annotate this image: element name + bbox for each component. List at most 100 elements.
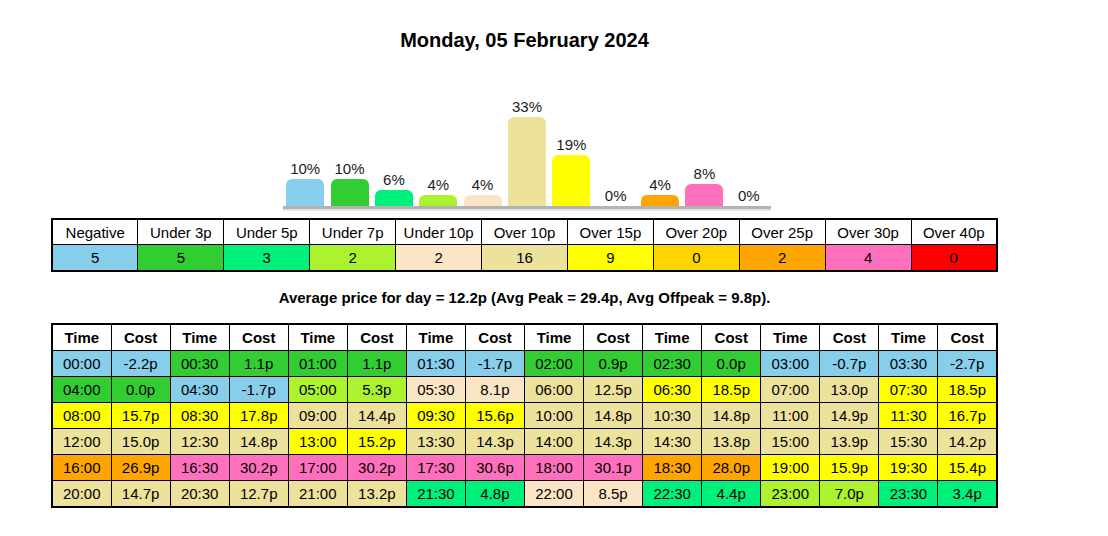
- cost-cell: 15.2p: [347, 429, 406, 455]
- band-count-cell-over-25p: 2: [739, 245, 825, 272]
- cost-cell: 14.8p: [702, 403, 761, 429]
- price-col-header-time: Time: [879, 324, 938, 351]
- cost-cell: 14.3p: [465, 429, 524, 455]
- cost-cell: 8.1p: [465, 377, 524, 403]
- bar-value-label: 33%: [512, 98, 542, 115]
- page: Monday, 05 February 2024 10%10%6%4%4%33%…: [51, 28, 998, 508]
- cost-cell: 16.7p: [938, 403, 997, 429]
- average-price-summary: Average price for day = 12.2p (Avg Peak …: [51, 289, 998, 307]
- price-col-header-time: Time: [288, 324, 347, 351]
- bar-slot-over-15p: 19%: [549, 136, 593, 206]
- time-cell: 07:00: [761, 377, 820, 403]
- time-cell: 14:00: [525, 429, 584, 455]
- cost-cell: 4.4p: [702, 481, 761, 508]
- bar-slot-negative: 10%: [283, 160, 327, 206]
- time-cell: 11:00: [761, 403, 820, 429]
- time-cell: 04:30: [170, 377, 229, 403]
- cost-cell: 8.5p: [584, 481, 643, 508]
- time-cell: 23:00: [761, 481, 820, 508]
- time-cell: 21:30: [406, 481, 465, 508]
- band-header-cell-negative: Negative: [52, 219, 138, 245]
- cost-cell: 13.0p: [820, 377, 879, 403]
- price-col-header-cost: Cost: [111, 324, 170, 351]
- time-cell: 14:30: [643, 429, 702, 455]
- cost-cell: 1.1p: [229, 351, 288, 377]
- band-count-cell-under-5p: 3: [224, 245, 310, 272]
- bar-slot-under-10p: 4%: [460, 176, 504, 206]
- time-cell: 20:30: [170, 481, 229, 508]
- band-header-row: NegativeUnder 3pUnder 5pUnder 7pUnder 10…: [52, 219, 997, 245]
- bar-slot-over-25p: 4%: [638, 176, 682, 206]
- bar-slot-under-5p: 6%: [372, 171, 416, 206]
- time-cell: 15:30: [879, 429, 938, 455]
- time-cell: 03:00: [761, 351, 820, 377]
- band-header-cell-under-7p: Under 7p: [310, 219, 396, 245]
- time-cell: 18:30: [643, 455, 702, 481]
- price-table-body: 00:00-2.2p00:301.1p01:001.1p01:30-1.7p02…: [52, 351, 997, 508]
- cost-cell: 15.0p: [111, 429, 170, 455]
- time-cell: 21:00: [288, 481, 347, 508]
- time-cell: 02:30: [643, 351, 702, 377]
- time-cell: 23:30: [879, 481, 938, 508]
- bar-slot-under-7p: 4%: [416, 176, 460, 206]
- time-cell: 09:30: [406, 403, 465, 429]
- price-row: 12:0015.0p12:3014.8p13:0015.2p13:3014.3p…: [52, 429, 997, 455]
- band-count-row: 553221690240: [52, 245, 997, 272]
- cost-cell: -1.7p: [465, 351, 524, 377]
- bar-value-label: 0%: [738, 187, 760, 204]
- band-header-cell-over-10p: Over 10p: [482, 219, 568, 245]
- time-cell: 10:00: [525, 403, 584, 429]
- band-count-cell-over-15p: 9: [567, 245, 653, 272]
- price-header-row: TimeCostTimeCostTimeCostTimeCostTimeCost…: [52, 324, 997, 351]
- time-cell: 05:00: [288, 377, 347, 403]
- band-count-cell-over-20p: 0: [653, 245, 739, 272]
- cost-cell: 30.2p: [347, 455, 406, 481]
- time-cell: 17:00: [288, 455, 347, 481]
- time-cell: 01:30: [406, 351, 465, 377]
- bar-negative: [286, 179, 324, 206]
- time-cell: 13:30: [406, 429, 465, 455]
- cost-cell: 14.8p: [229, 429, 288, 455]
- time-cell: 04:00: [52, 377, 111, 403]
- cost-cell: 14.3p: [584, 429, 643, 455]
- band-count-cell-over-30p: 4: [825, 245, 911, 272]
- cost-cell: 14.2p: [938, 429, 997, 455]
- bar-value-label: 6%: [383, 171, 405, 188]
- price-row: 20:0014.7p20:3012.7p21:0013.2p21:304.8p2…: [52, 481, 997, 508]
- time-cell: 22:00: [525, 481, 584, 508]
- cost-cell: 28.0p: [702, 455, 761, 481]
- price-row: 00:00-2.2p00:301.1p01:001.1p01:30-1.7p02…: [52, 351, 997, 377]
- price-row: 08:0015.7p08:3017.8p09:0014.4p09:3015.6p…: [52, 403, 997, 429]
- cost-cell: 15.4p: [938, 455, 997, 481]
- band-header-cell-under-5p: Under 5p: [224, 219, 310, 245]
- bar-slot-over-10p: 33%: [505, 98, 549, 206]
- cost-cell: 13.2p: [347, 481, 406, 508]
- band-count-cell-under-3p: 5: [138, 245, 224, 272]
- bar-slot-over-30p: 8%: [682, 165, 726, 206]
- band-header-cell-over-30p: Over 30p: [825, 219, 911, 245]
- price-col-header-cost: Cost: [465, 324, 524, 351]
- cost-cell: 14.9p: [820, 403, 879, 429]
- bar-under-7p: [419, 195, 457, 206]
- time-cell: 00:00: [52, 351, 111, 377]
- cost-cell: 26.9p: [111, 455, 170, 481]
- price-col-header-time: Time: [406, 324, 465, 351]
- bar-value-label: 4%: [649, 176, 671, 193]
- band-count-cell-under-10p: 2: [396, 245, 482, 272]
- time-cell: 17:30: [406, 455, 465, 481]
- time-cell: 20:00: [52, 481, 111, 508]
- time-cell: 07:30: [879, 377, 938, 403]
- time-cell: 01:00: [288, 351, 347, 377]
- band-header-cell-under-3p: Under 3p: [138, 219, 224, 245]
- time-cell: 13:00: [288, 429, 347, 455]
- band-count-cell-under-7p: 2: [310, 245, 396, 272]
- bar-over-10p: [508, 117, 546, 206]
- bar-value-label: 4%: [472, 176, 494, 193]
- band-header-cell-over-20p: Over 20p: [653, 219, 739, 245]
- cost-cell: 14.8p: [584, 403, 643, 429]
- bar-under-3p: [331, 179, 369, 206]
- cost-cell: 0.0p: [111, 377, 170, 403]
- cost-cell: 18.5p: [938, 377, 997, 403]
- time-cell: 06:00: [525, 377, 584, 403]
- price-row: 16:0026.9p16:3030.2p17:0030.2p17:3030.6p…: [52, 455, 997, 481]
